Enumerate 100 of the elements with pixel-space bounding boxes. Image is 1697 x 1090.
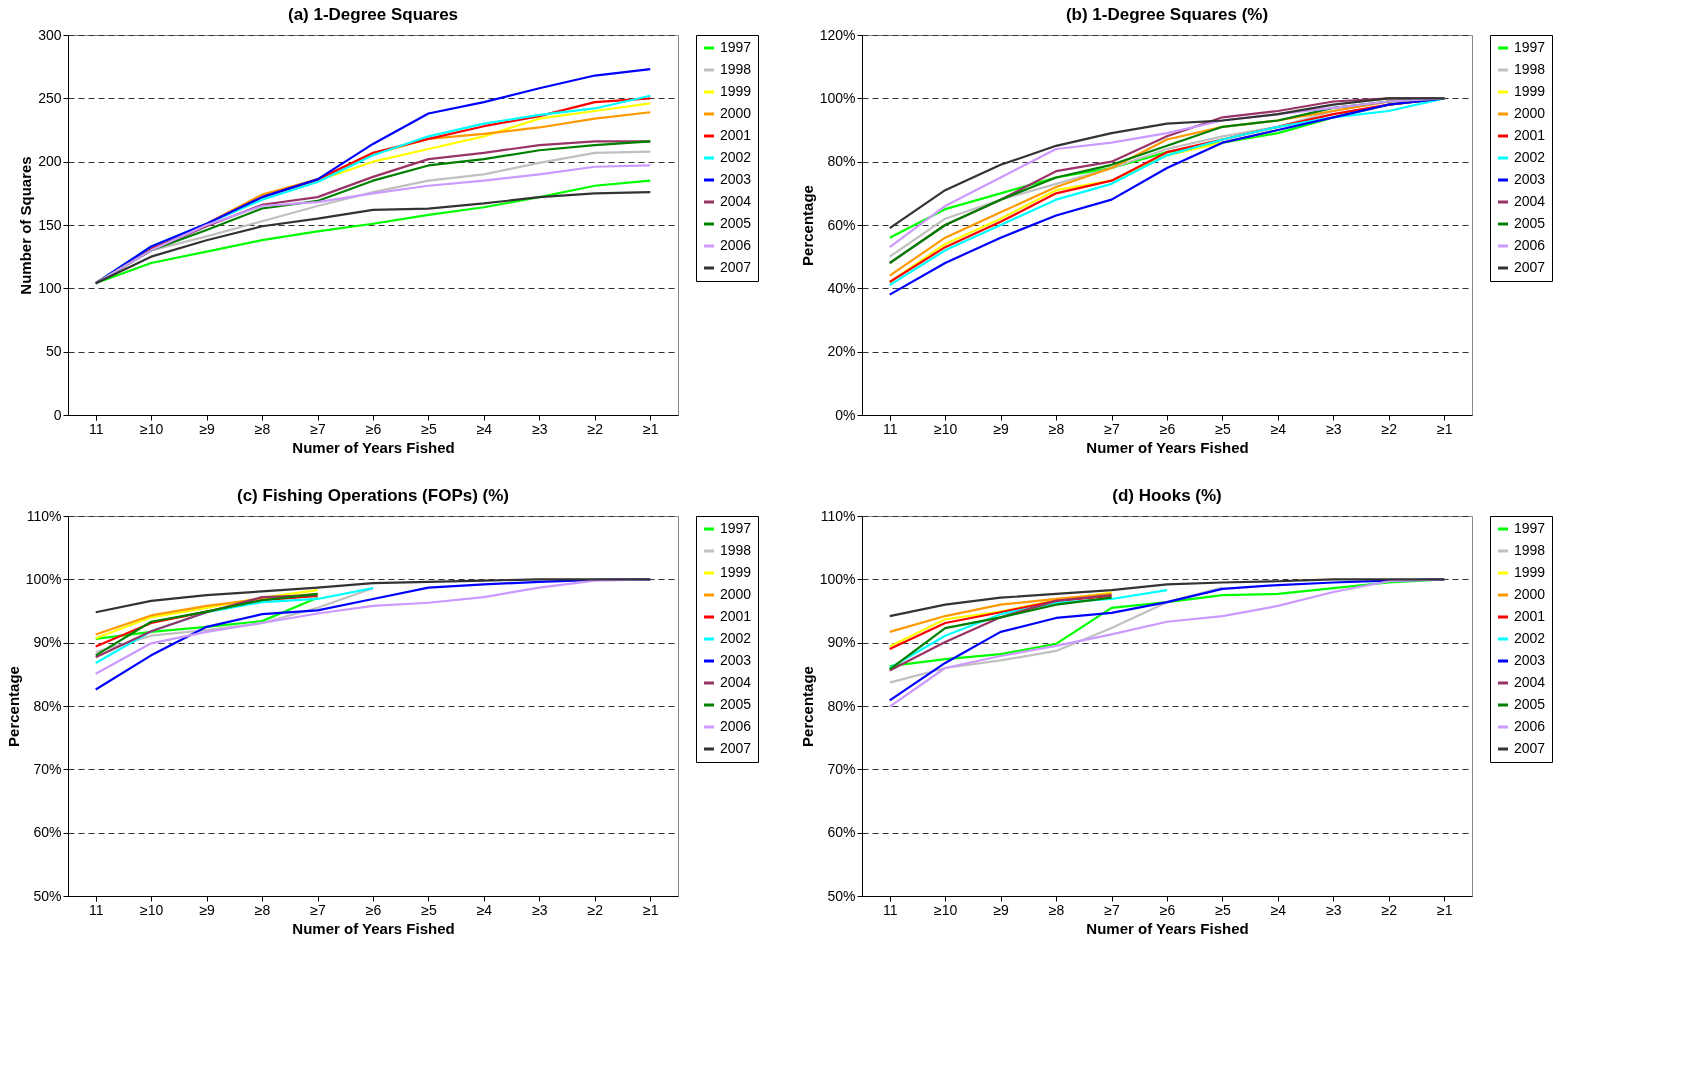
legend-label: 2005 [720, 696, 752, 712]
x-axis-title: Numer of Years Fished [1086, 438, 1249, 456]
chart-title: (b) 1-Degree Squares (%) [1065, 5, 1269, 24]
y-tick-label: 100% [819, 570, 856, 587]
legend-label: 1997 [720, 39, 752, 55]
y-tick-label: 50% [33, 887, 62, 904]
x-tick-label: ≥2 [1381, 420, 1398, 437]
x-tick-label: ≥8 [1048, 901, 1065, 918]
x-tick-label: ≥2 [587, 420, 604, 437]
y-axis-title: Percentage [798, 185, 816, 266]
x-tick-label: ≥8 [254, 420, 271, 437]
legend-label: 1999 [1514, 564, 1546, 580]
x-tick-label: ≥1 [643, 420, 659, 437]
y-tick-label: 40% [827, 279, 856, 296]
legend-label: 2004 [720, 674, 752, 690]
legend-label: 2000 [1514, 105, 1546, 121]
legend-label: 2005 [1514, 696, 1546, 712]
y-tick-label: 110% [26, 507, 62, 524]
y-tick-label: 300 [38, 26, 62, 43]
legend-label: 1997 [720, 520, 752, 536]
y-axis-title: Percentage [4, 666, 22, 747]
legend-label: 2003 [1514, 171, 1546, 187]
y-tick-label: 80% [827, 153, 856, 170]
legend-label: 1998 [720, 61, 752, 77]
y-tick-label: 20% [827, 343, 856, 360]
y-tick-label: 50% [827, 887, 856, 904]
x-axis-title: Numer of Years Fished [292, 438, 455, 456]
y-tick-label: 100 [38, 279, 62, 296]
y-tick-label: 120% [819, 26, 856, 43]
y-tick-label: 110% [820, 507, 856, 524]
x-axis-title: Numer of Years Fished [292, 919, 455, 937]
x-tick-label: 11 [88, 420, 104, 437]
line-series [888, 578, 1446, 668]
y-axis-title: Number of Squares [17, 156, 35, 295]
line-series [260, 102, 652, 197]
legend-label: 2004 [720, 193, 752, 209]
line-series [888, 589, 1169, 670]
x-tick-label: 11 [88, 901, 104, 918]
y-tick-label: 60% [827, 216, 856, 233]
x-tick-label: ≥7 [1104, 901, 1120, 918]
x-tick-label: ≥7 [1104, 420, 1120, 437]
legend-label: 1999 [720, 564, 752, 580]
y-tick-label: 80% [33, 697, 62, 714]
x-tick-label: ≥4 [476, 420, 493, 437]
legend-label: 2000 [720, 586, 752, 602]
y-tick-label: 70% [827, 760, 856, 777]
x-tick-label: ≥4 [1270, 901, 1287, 918]
legend-label: 1999 [1514, 83, 1546, 99]
legend-label: 2007 [720, 740, 752, 756]
x-tick-label: ≥9 [199, 901, 216, 918]
x-tick-label: ≥6 [365, 901, 382, 918]
y-tick-label: 90% [827, 634, 856, 651]
y-tick-label: 200 [38, 153, 62, 170]
y-tick-label: 100% [819, 89, 856, 106]
line-series [888, 586, 1224, 684]
y-tick-label: 70% [33, 760, 62, 777]
x-tick-label: ≥5 [421, 901, 437, 918]
legend-label: 2005 [720, 215, 752, 231]
x-tick-label: ≥6 [1159, 420, 1176, 437]
legend-label: 1999 [720, 83, 752, 99]
legend-label: 2002 [720, 149, 752, 165]
legend-label: 1998 [1514, 542, 1546, 558]
chart-title: (d) Hooks (%) [1112, 486, 1222, 505]
y-tick-label: 50 [45, 343, 62, 360]
x-tick-label: 11 [882, 901, 898, 918]
legend-label: 2004 [1514, 674, 1546, 690]
x-tick-label: ≥3 [532, 901, 548, 918]
x-tick-label: ≥5 [421, 420, 437, 437]
legend-label: 2002 [1514, 630, 1546, 646]
chart-title: (a) 1-Degree Squares [287, 5, 459, 24]
legend-label: 2007 [1514, 740, 1546, 756]
x-tick-label: ≥1 [1437, 901, 1453, 918]
x-tick-label: ≥10 [934, 901, 958, 918]
legend-label: 1997 [1514, 39, 1546, 55]
x-tick-label: ≥1 [1437, 420, 1453, 437]
x-tick-label: ≥3 [532, 420, 548, 437]
x-tick-label: ≥5 [1215, 901, 1231, 918]
x-axis-title: Numer of Years Fished [1086, 919, 1249, 937]
legend-label: 2005 [1514, 215, 1546, 231]
x-tick-label: ≥7 [310, 901, 326, 918]
x-tick-label: ≥9 [993, 420, 1010, 437]
legend-label: 2001 [1514, 127, 1546, 143]
legend-label: 2001 [720, 608, 752, 624]
y-tick-label: 250 [38, 89, 62, 106]
x-tick-label: ≥10 [934, 420, 958, 437]
x-tick-label: ≥9 [199, 420, 216, 437]
chart-title: (c) Fishing Operations (FOPs) (%) [236, 486, 510, 505]
x-tick-label: ≥1 [643, 901, 659, 918]
legend-label: 2000 [720, 105, 752, 121]
y-tick-label: 60% [33, 824, 62, 841]
legend-label: 2001 [1514, 608, 1546, 624]
legend-label: 1998 [720, 542, 752, 558]
legend-label: 1997 [1514, 520, 1546, 536]
x-tick-label: ≥6 [1159, 901, 1176, 918]
x-tick-label: ≥3 [1326, 420, 1342, 437]
x-tick-label: ≥4 [476, 901, 493, 918]
legend-label: 2006 [1514, 718, 1546, 734]
legend-label: 2006 [1514, 237, 1546, 253]
x-tick-label: ≥6 [365, 420, 382, 437]
x-tick-label: ≥3 [1326, 901, 1342, 918]
